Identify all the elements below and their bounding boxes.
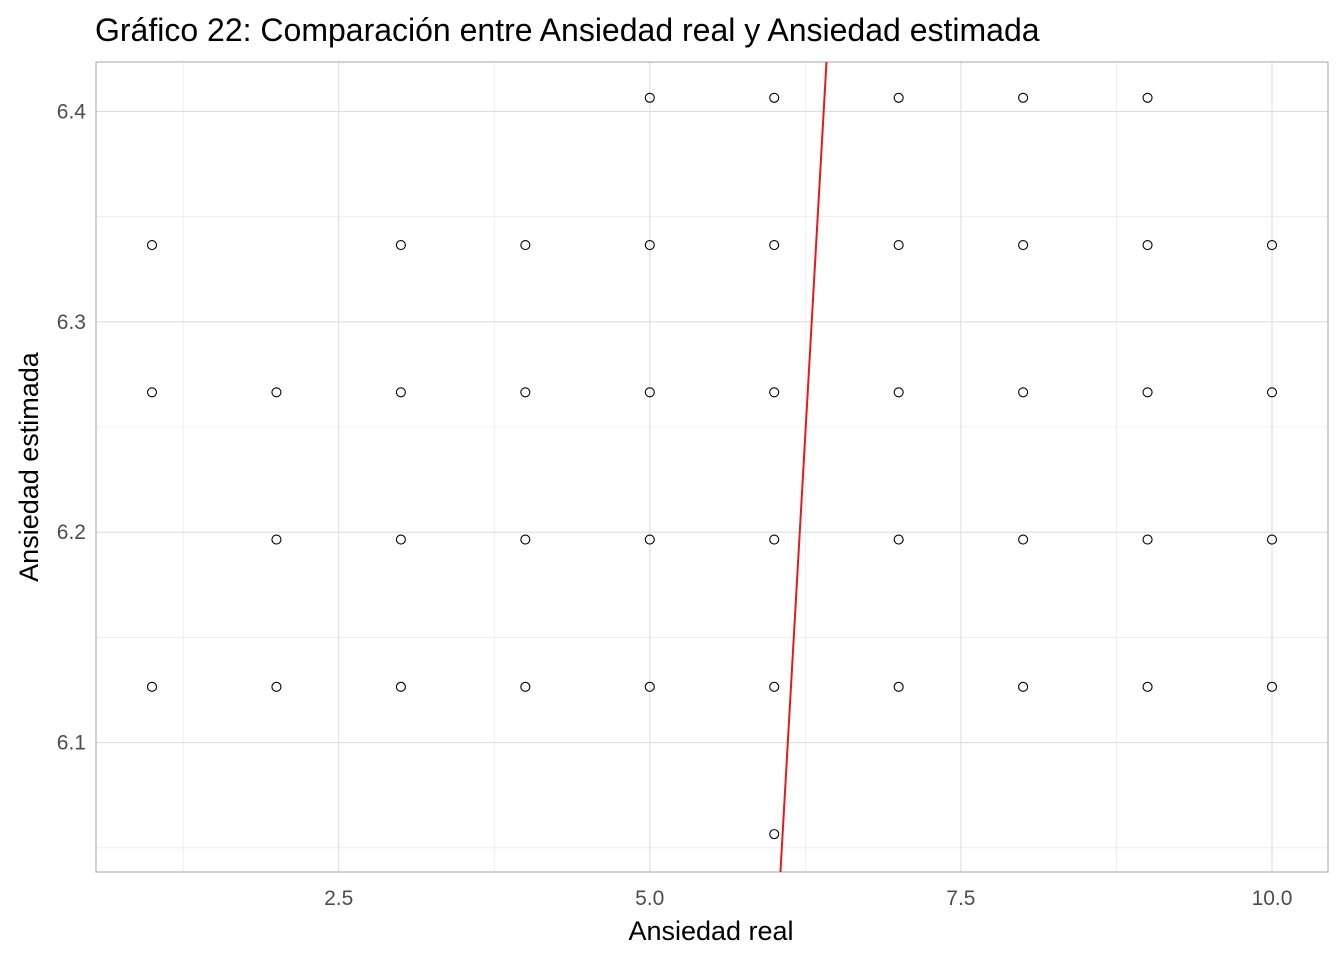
data-point bbox=[769, 534, 780, 545]
data-point bbox=[769, 387, 780, 398]
x-axis-title: Ansiedad real bbox=[628, 916, 793, 946]
data-point bbox=[1018, 387, 1029, 398]
data-point bbox=[146, 387, 158, 398]
data-point bbox=[769, 92, 780, 103]
x-axis-ticks: 2.5 5.0 7.5 10.0 bbox=[324, 887, 1292, 910]
data-point bbox=[1266, 239, 1278, 251]
data-point bbox=[271, 534, 282, 545]
data-point bbox=[1142, 387, 1153, 398]
data-point bbox=[893, 92, 904, 103]
data-points bbox=[146, 92, 1278, 840]
reference-line bbox=[779, 61, 828, 873]
data-point bbox=[1018, 92, 1029, 103]
x-tick-label: 10.0 bbox=[1252, 887, 1293, 910]
data-point bbox=[644, 387, 655, 398]
data-point bbox=[893, 239, 904, 251]
data-point bbox=[271, 387, 282, 398]
x-tick-label: 5.0 bbox=[635, 887, 664, 910]
y-axis-title: Ansiedad estimada bbox=[14, 351, 44, 582]
data-point bbox=[1018, 534, 1029, 545]
data-point bbox=[1142, 92, 1153, 103]
data-point bbox=[146, 681, 158, 692]
data-point bbox=[1142, 534, 1153, 545]
data-point bbox=[1142, 681, 1153, 692]
chart-title: Gráfico 22: Comparación entre Ansiedad r… bbox=[95, 12, 1040, 48]
data-point bbox=[1266, 681, 1278, 692]
data-point bbox=[893, 387, 904, 398]
data-point bbox=[893, 681, 904, 692]
data-point bbox=[146, 239, 158, 251]
y-tick-label: 6.4 bbox=[57, 100, 87, 123]
y-tick-label: 6.2 bbox=[57, 521, 86, 544]
x-tick-label: 2.5 bbox=[324, 887, 353, 910]
data-point bbox=[644, 92, 655, 103]
data-point bbox=[1018, 681, 1029, 692]
minor-gridlines bbox=[96, 62, 1328, 872]
data-point bbox=[395, 387, 406, 398]
data-point bbox=[769, 681, 780, 692]
data-point bbox=[1266, 534, 1278, 545]
data-point bbox=[893, 534, 904, 545]
data-point bbox=[1142, 239, 1153, 251]
data-point bbox=[644, 681, 655, 692]
y-tick-label: 6.1 bbox=[57, 732, 86, 755]
data-point bbox=[520, 387, 531, 398]
data-point bbox=[520, 681, 531, 692]
data-point bbox=[271, 681, 282, 692]
data-point bbox=[395, 681, 406, 692]
data-point bbox=[644, 534, 655, 545]
data-point bbox=[520, 239, 531, 251]
data-point bbox=[769, 829, 780, 840]
data-point bbox=[644, 239, 655, 251]
data-point bbox=[395, 534, 406, 545]
plot-panel bbox=[95, 61, 1329, 873]
data-point bbox=[395, 239, 406, 251]
data-point bbox=[769, 239, 780, 251]
panel-border bbox=[95, 61, 1329, 873]
data-point bbox=[1266, 387, 1278, 398]
data-point bbox=[1018, 239, 1029, 251]
y-tick-label: 6.3 bbox=[57, 311, 86, 334]
data-point bbox=[520, 534, 531, 545]
major-gridlines bbox=[96, 62, 1328, 872]
y-axis-ticks: 6.1 6.2 6.3 6.4 bbox=[57, 100, 87, 754]
x-tick-label: 7.5 bbox=[946, 887, 975, 910]
